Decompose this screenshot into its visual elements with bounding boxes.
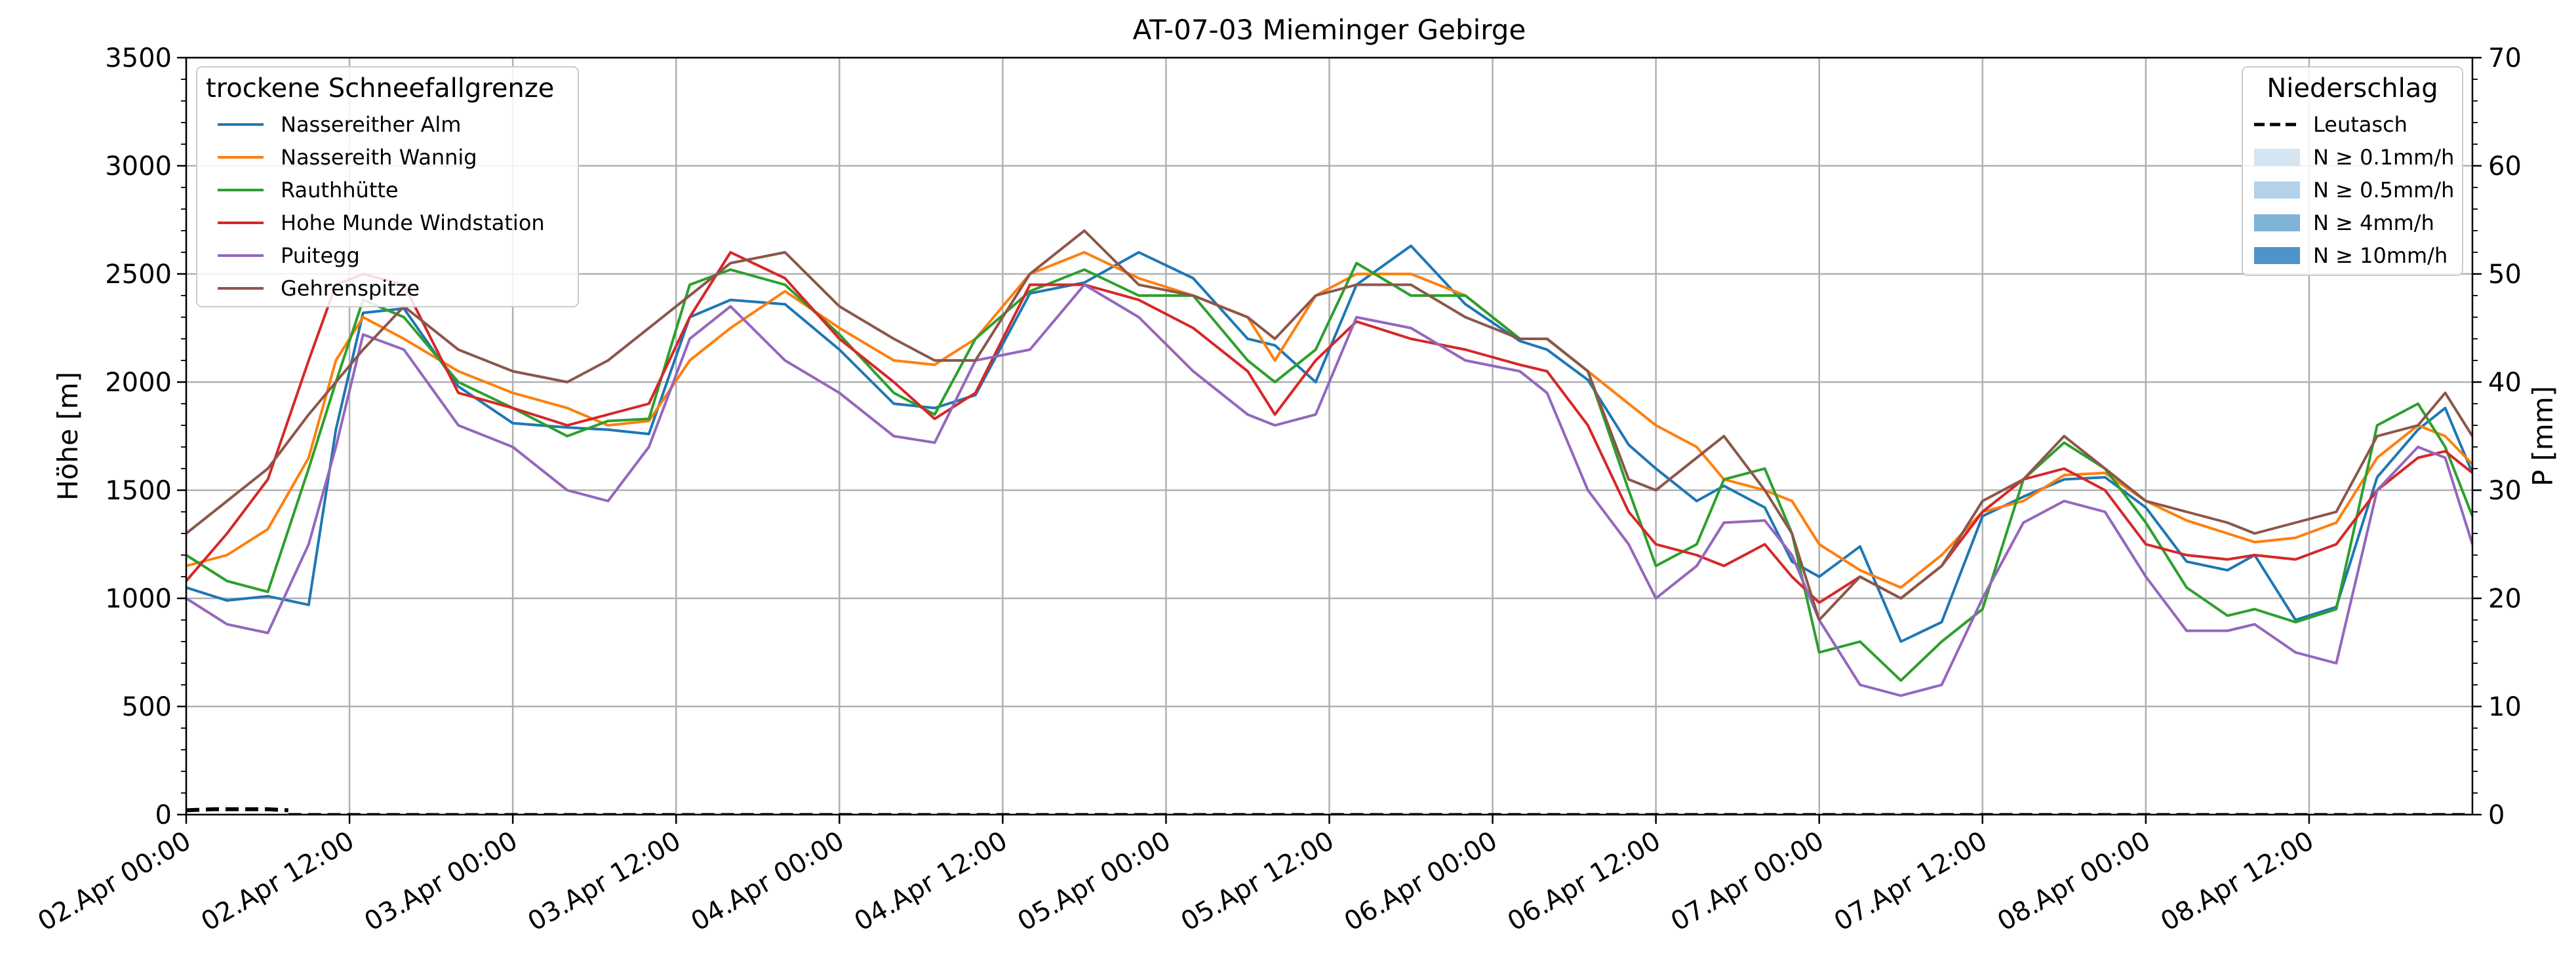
y-tick-label: 1500 <box>105 476 172 506</box>
y-tick-label: 2500 <box>105 260 172 290</box>
y-axis-left: 0 500 1000 1500 2000 2500 3000 3500 <box>105 43 186 830</box>
y-tick-label: 3000 <box>105 151 172 182</box>
legend-label: Leutasch <box>2313 112 2408 137</box>
y2-tick-label: 0 <box>2488 800 2505 830</box>
y2-tick-label: 70 <box>2488 43 2522 73</box>
legend-swatch <box>2254 214 2300 231</box>
legend-label: N ≥ 0.5mm/h <box>2313 178 2454 203</box>
series-layer <box>185 229 2474 697</box>
legend-label: N ≥ 0.1mm/h <box>2313 145 2454 170</box>
y2-tick-label: 60 <box>2488 151 2522 182</box>
legend-label: N ≥ 4mm/h <box>2313 210 2434 235</box>
y2-tick-label: 20 <box>2488 584 2522 614</box>
legend-label: N ≥ 10mm/h <box>2313 243 2447 268</box>
y2-tick-label: 10 <box>2488 692 2522 722</box>
legend-box <box>196 66 579 307</box>
y-tick-label: 500 <box>122 692 172 722</box>
legend-title: Niederschlag <box>2267 73 2438 104</box>
legend-swatch <box>2254 247 2300 264</box>
series-line-1 <box>186 244 2474 643</box>
legend-swatch <box>2254 149 2300 166</box>
chart-title: AT-07-03 Mieminger Gebirge <box>1133 14 1526 46</box>
y2-tick-label: 50 <box>2488 260 2522 290</box>
y2-tick-label: 30 <box>2488 476 2522 506</box>
y2-axis-label: P [mm] <box>2527 386 2559 486</box>
y-tick-label: 1000 <box>105 584 172 614</box>
legend-precipitation: Niederschlag Leutasch N ≥ 0.1mm/h N ≥ 0.5mm… <box>2242 66 2463 276</box>
legend-label: Nassereither Alm <box>281 112 461 137</box>
legend-title: trockene Schneefallgrenze <box>206 73 554 104</box>
precip-line-leutasch <box>186 807 288 813</box>
y2-tick-label: 40 <box>2488 368 2522 398</box>
legend-snowline: trockene Schneefallgrenze Nassereither Al… <box>196 66 579 307</box>
y-tick-label: 2000 <box>105 368 172 398</box>
legend-label: Rauthhütte <box>281 178 399 203</box>
y-axis-label: Höhe [m] <box>52 372 84 501</box>
legend-label: Nassereith Wannig <box>281 145 477 170</box>
y-axis-right: 0 10 20 30 40 50 60 70 <box>2472 43 2522 830</box>
legend-swatch <box>2254 182 2300 199</box>
legend-label: Hohe Munde Windstation <box>281 210 545 235</box>
legend-label: Puitegg <box>281 243 360 268</box>
series-line-5 <box>185 283 2474 697</box>
series-line-3 <box>185 261 2474 682</box>
y-tick-label: 3500 <box>105 43 172 73</box>
series-line-6 <box>185 229 2474 621</box>
y-tick-label: 0 <box>155 800 172 830</box>
legend-label: Gehrenspitze <box>281 276 420 301</box>
